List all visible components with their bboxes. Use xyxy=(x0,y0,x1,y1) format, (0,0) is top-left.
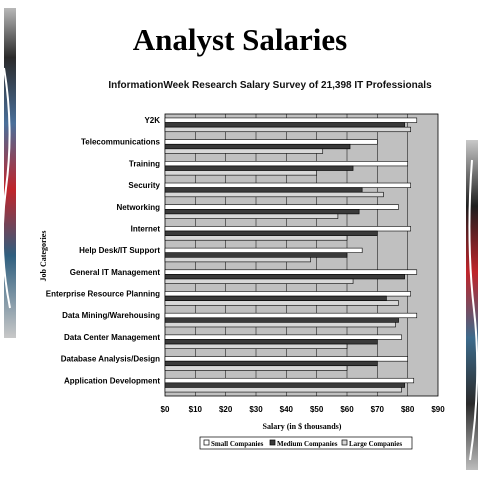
bar-large-companies xyxy=(164,256,311,263)
bar-small-companies xyxy=(164,117,418,123)
legend-label-large: Large Companies xyxy=(349,440,402,448)
bar-small-companies xyxy=(164,204,399,210)
bar-large-companies xyxy=(164,213,339,219)
bar-large-companies xyxy=(164,300,399,306)
bar-small-companies xyxy=(164,226,411,232)
y-axis-label: Job Categories xyxy=(39,231,48,282)
bar-small-companies xyxy=(164,269,418,275)
bar-small-companies xyxy=(164,182,411,188)
category-label: Security xyxy=(128,181,160,190)
slide-title: Analyst Salaries xyxy=(132,22,348,57)
bar-large-companies xyxy=(164,170,317,176)
bar-medium-companies xyxy=(164,122,405,128)
bar-large-companies xyxy=(164,126,411,133)
category-label: General IT Management xyxy=(70,268,161,277)
bar-medium-companies xyxy=(164,143,351,150)
x-tick-label: $70 xyxy=(371,405,385,414)
bar-medium-companies xyxy=(164,230,378,236)
chart-title: InformationWeek Research Salary Survey o… xyxy=(108,80,432,91)
bar-small-companies xyxy=(164,312,418,319)
bar-small-companies xyxy=(164,291,411,297)
legend-swatch-large xyxy=(341,439,348,446)
category-label: Data Center Management xyxy=(64,333,160,342)
bar-small-companies xyxy=(164,139,378,145)
category-label: Help Desk/IT Support xyxy=(79,246,160,255)
bar-medium-companies xyxy=(164,252,348,258)
bar-large-companies xyxy=(164,343,348,349)
legend-box xyxy=(199,436,413,450)
category-label: Application Development xyxy=(64,376,160,385)
bar-small-companies xyxy=(164,247,363,254)
x-tick-label: $10 xyxy=(189,405,203,414)
bar-medium-companies xyxy=(164,209,360,215)
x-tick-label: $50 xyxy=(310,405,324,414)
category-label: Enterprise Resource Planning xyxy=(46,290,160,299)
bar-large-companies xyxy=(164,278,354,284)
bar-medium-companies xyxy=(164,295,387,301)
bar-small-companies xyxy=(164,356,408,362)
x-tick-label: $60 xyxy=(340,405,354,414)
x-axis-label: Salary (in $ thousands) xyxy=(263,422,342,431)
x-tick-label: $30 xyxy=(249,405,263,414)
legend-swatch-medium xyxy=(269,439,276,446)
bar-large-companies xyxy=(164,387,402,393)
bar-small-companies xyxy=(164,161,408,167)
bar-large-companies xyxy=(164,148,324,154)
bar-medium-companies xyxy=(164,382,405,388)
right-decorative-strip xyxy=(466,140,478,470)
bar-medium-companies xyxy=(164,165,354,171)
x-tick-label: $90 xyxy=(431,405,445,414)
bar-small-companies xyxy=(164,377,415,384)
category-label: Networking xyxy=(116,203,160,212)
bar-medium-companies xyxy=(164,317,399,323)
x-tick-label: $20 xyxy=(219,405,233,414)
bar-medium-companies xyxy=(164,187,363,193)
legend-label-medium: Medium Companies xyxy=(277,440,338,448)
bar-medium-companies xyxy=(164,360,378,367)
bar-small-companies xyxy=(164,334,402,340)
bar-medium-companies xyxy=(164,274,405,280)
x-tick-label: $80 xyxy=(401,405,415,414)
legend: Small Companies Medium Companies Large C… xyxy=(199,436,413,450)
bar-large-companies xyxy=(164,235,348,241)
bar-large-companies xyxy=(164,191,384,198)
x-tick-label: $0 xyxy=(161,405,170,414)
bar-large-companies xyxy=(164,365,348,371)
bar-large-companies xyxy=(164,322,396,328)
x-tick-label: $40 xyxy=(280,405,294,414)
category-label: Database Analysis/Design xyxy=(61,355,160,364)
legend-swatch-small xyxy=(203,439,210,446)
category-label: Training xyxy=(129,159,160,168)
category-label: Internet xyxy=(131,224,161,233)
category-label: Data Mining/Warehousing xyxy=(62,311,160,320)
category-label: Y2K xyxy=(144,116,160,125)
category-label: Telecommunications xyxy=(81,138,161,147)
bar-medium-companies xyxy=(164,339,378,345)
legend-label-small: Small Companies xyxy=(211,440,264,448)
left-decorative-strip xyxy=(4,8,16,338)
